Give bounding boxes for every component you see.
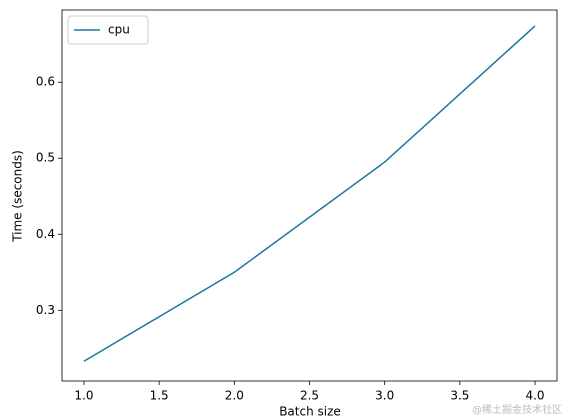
y-tick-label: 0.6 — [36, 75, 55, 89]
x-tick-label: 3.0 — [375, 389, 394, 403]
x-axis-label: Batch size — [279, 405, 341, 419]
watermark: @稀土掘金技术社区 — [472, 403, 562, 416]
y-axis-label: Time (seconds) — [11, 150, 25, 243]
x-tick-label: 4.0 — [525, 389, 544, 403]
x-tick-label: 2.0 — [225, 389, 244, 403]
axes-frame — [61, 9, 558, 382]
legend-label: cpu — [108, 23, 130, 37]
y-tick-label: 0.5 — [36, 151, 55, 165]
x-tick-label: 1.5 — [150, 389, 169, 403]
line-series — [83, 25, 536, 362]
y-tick-label: 0.3 — [36, 303, 55, 317]
legend-box — [67, 15, 149, 45]
x-tick-label: 3.5 — [450, 389, 469, 403]
x-tick-label: 1.0 — [74, 389, 93, 403]
x-tick-label: 2.5 — [300, 389, 319, 403]
y-tick-label: 0.4 — [36, 227, 55, 241]
